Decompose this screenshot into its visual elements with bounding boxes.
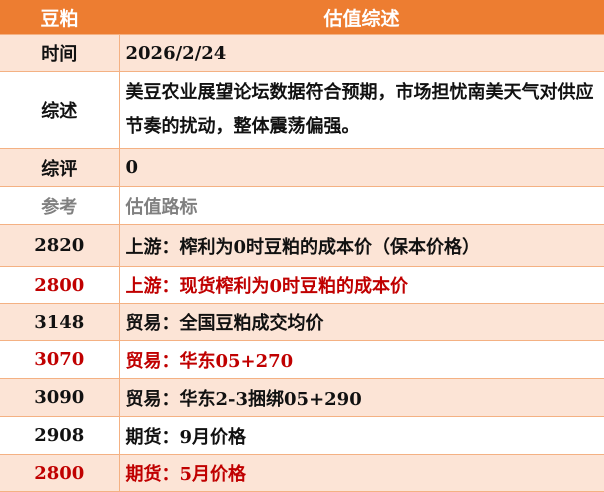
date-value: 2026/2/24 [119, 34, 604, 72]
reference-price: 3090 [0, 378, 120, 417]
reference-price: 2800 [0, 266, 120, 304]
reference-desc: 贸易：全国豆粕成交均价 [119, 303, 604, 341]
date-row: 时间 2026/2/24 [0, 34, 604, 72]
summary-value: 美豆农业展望论坛数据符合预期，市场担忧南美天气对供应节奏的扰动，整体震荡偏强。 [119, 71, 604, 149]
commodity-header: 豆粕 [0, 0, 119, 35]
table-header: 豆粕 估值综述 [0, 0, 604, 35]
row-label: 时间 [0, 34, 120, 72]
reference-row: 2820 上游：榨利为0时豆粕的成本价（保本价格） [0, 224, 604, 267]
rating-row: 综评 0 [0, 148, 604, 187]
reference-header-value: 估值路标 [119, 186, 604, 225]
summary-row: 综述 美豆农业展望论坛数据符合预期，市场担忧南美天气对供应节奏的扰动，整体震荡偏… [0, 71, 604, 149]
reference-desc: 贸易：华东05+270 [119, 340, 604, 379]
reference-price: 3070 [0, 340, 120, 379]
reference-price: 2820 [0, 224, 120, 267]
reference-desc: 上游：榨利为0时豆粕的成本价（保本价格） [119, 224, 604, 267]
reference-desc: 上游：现货榨利为0时豆粕的成本价 [119, 266, 604, 304]
reference-desc: 期货：5月价格 [119, 454, 604, 492]
reference-row: 3070 贸易：华东05+270 [0, 340, 604, 379]
reference-price: 2908 [0, 416, 120, 455]
title-header: 估值综述 [119, 0, 604, 35]
row-label: 综述 [0, 71, 120, 149]
reference-desc: 贸易：华东2-3捆绑05+290 [119, 378, 604, 417]
reference-row: 2800 上游：现货榨利为0时豆粕的成本价 [0, 266, 604, 304]
reference-price: 2800 [0, 454, 120, 492]
reference-row: 3090 贸易：华东2-3捆绑05+290 [0, 378, 604, 417]
reference-row: 2800 期货：5月价格 [0, 454, 604, 492]
reference-row: 2908 期货：9月价格 [0, 416, 604, 455]
reference-price: 3148 [0, 303, 120, 341]
reference-desc: 期货：9月价格 [119, 416, 604, 455]
row-label: 综评 [0, 148, 120, 187]
row-label: 参考 [0, 186, 120, 225]
reference-row: 3148 贸易：全国豆粕成交均价 [0, 303, 604, 341]
reference-header-row: 参考 估值路标 [0, 186, 604, 225]
rating-value: 0 [119, 148, 604, 187]
